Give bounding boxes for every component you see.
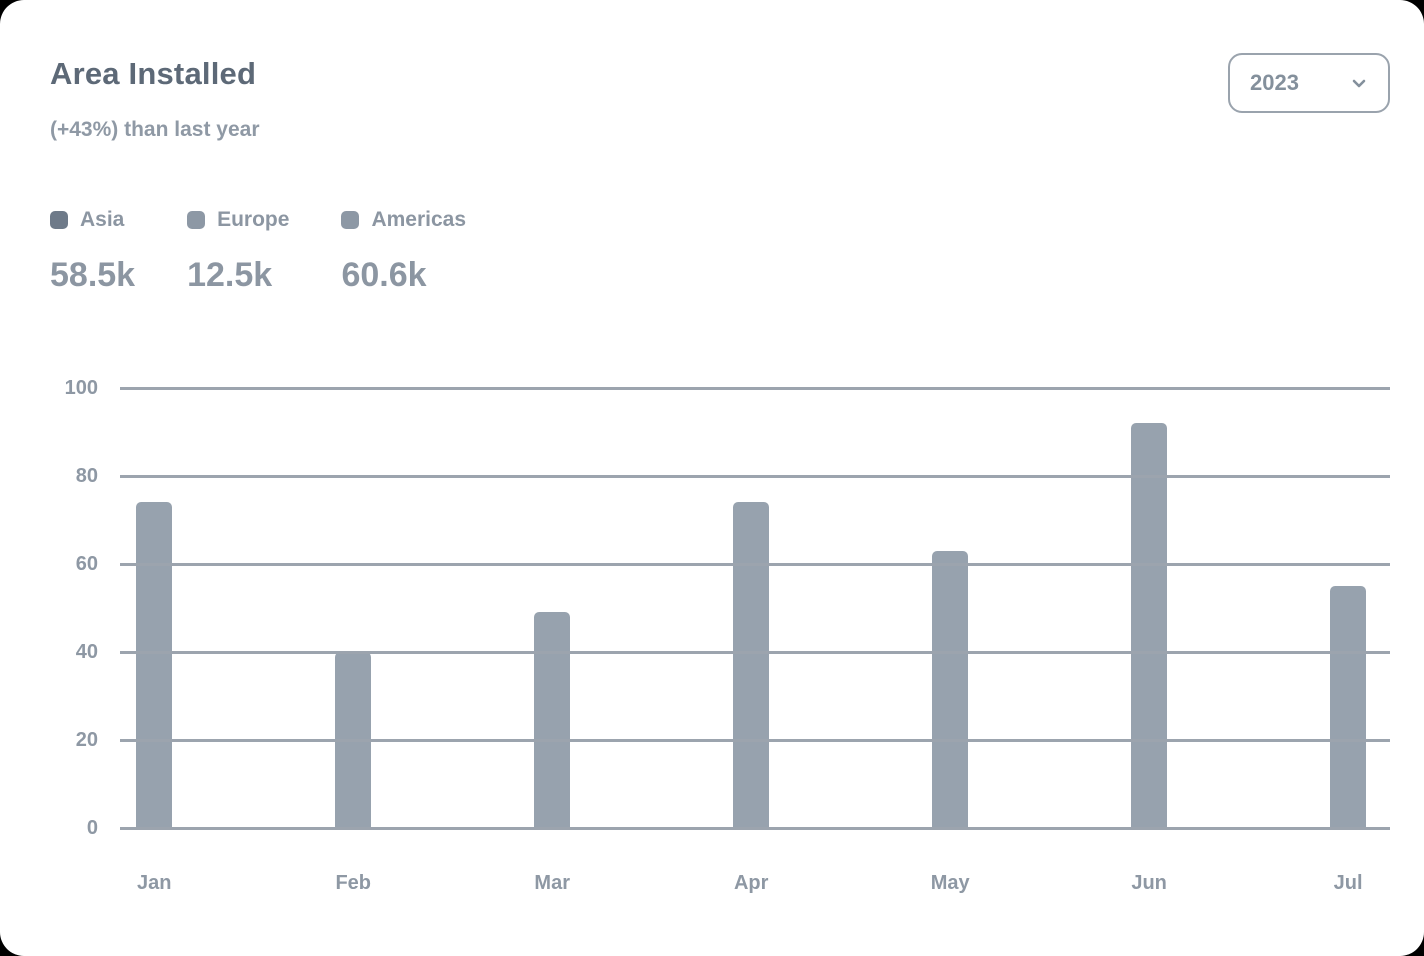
legend-item-americas: Americas 60.6k — [341, 208, 466, 295]
legend-item-asia: Asia 58.5k — [50, 208, 135, 295]
year-selector[interactable]: 2023 — [1228, 53, 1390, 113]
page-title: Area Installed — [50, 56, 257, 91]
x-axis-label: Mar — [534, 872, 571, 894]
x-axis-label: Jan — [137, 872, 172, 894]
y-axis-label: 40 — [75, 641, 98, 663]
bar-jun[interactable] — [1131, 423, 1168, 828]
legend-label: Asia — [80, 208, 125, 231]
legend-value-europe: 12.5k — [187, 256, 273, 294]
legend-value-asia: 58.5k — [50, 256, 136, 294]
legend-label: Europe — [217, 208, 290, 231]
legend-marker-europe — [187, 211, 206, 229]
y-axis-labels: 0 20 40 60 80 100 — [40, 377, 98, 839]
y-axis-label: 60 — [75, 553, 98, 575]
x-axis-labels: Jan Feb Mar Apr May Jun Jul — [120, 872, 1390, 904]
bar-jan[interactable] — [136, 502, 173, 828]
gridline — [120, 563, 1390, 566]
gridline — [120, 475, 1390, 478]
page-subtitle: (+43%) than last year — [50, 118, 260, 141]
y-axis-label: 80 — [75, 465, 98, 487]
y-axis-label: 0 — [86, 817, 98, 839]
gridline — [120, 651, 1390, 654]
x-axis-label: Apr — [733, 872, 769, 894]
x-axis-label: Jul — [1333, 872, 1363, 894]
bar-apr[interactable] — [733, 502, 770, 828]
legend-item-europe: Europe 12.5k — [187, 208, 289, 295]
gridline — [120, 739, 1390, 742]
x-axis-label: Feb — [335, 872, 372, 894]
y-axis-label: 20 — [75, 729, 98, 751]
legend-value-americas: 60.6k — [341, 256, 427, 294]
gridline — [120, 827, 1390, 830]
plot-area — [120, 387, 1390, 830]
gridline — [120, 387, 1390, 390]
legend-marker-americas — [341, 211, 360, 229]
bar-mar[interactable] — [534, 612, 571, 828]
x-axis-label: Jun — [1131, 872, 1167, 894]
legend-label: Americas — [371, 208, 466, 231]
legend: Asia 58.5k Europe 12.5k Americas 60.6k — [50, 208, 466, 295]
year-selector-value: 2023 — [1250, 70, 1299, 95]
legend-marker-asia — [50, 211, 68, 229]
chevron-down-icon — [1352, 79, 1366, 88]
x-axis-label: May — [930, 872, 970, 894]
bar-jul[interactable] — [1330, 586, 1367, 828]
bar-may[interactable] — [932, 550, 969, 828]
y-axis-label: 100 — [64, 377, 98, 399]
